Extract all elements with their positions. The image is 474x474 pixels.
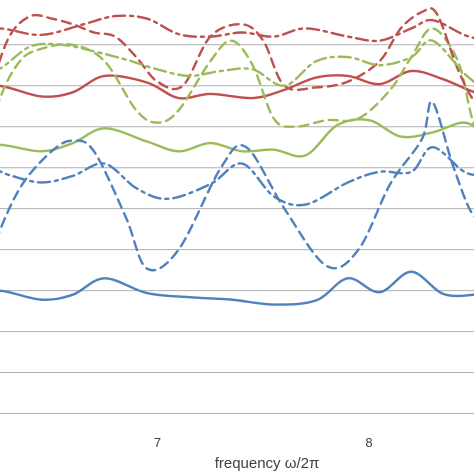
series-lines [0,7,474,306]
series-line-5 [0,39,474,87]
series-line-3 [0,118,474,158]
gridlines [0,44,474,415]
x-axis-title: frequency ω/2π [215,455,320,472]
series-line-0 [0,270,474,306]
series-line-6 [0,69,474,100]
x-tick-label-0: 7 [154,435,161,450]
series-line-4 [0,27,474,128]
series-line-7 [0,7,474,104]
series-line-2 [0,146,474,207]
x-tick-label-1: 8 [365,435,372,450]
series-line-1 [0,100,474,272]
series-line-8 [0,14,474,43]
